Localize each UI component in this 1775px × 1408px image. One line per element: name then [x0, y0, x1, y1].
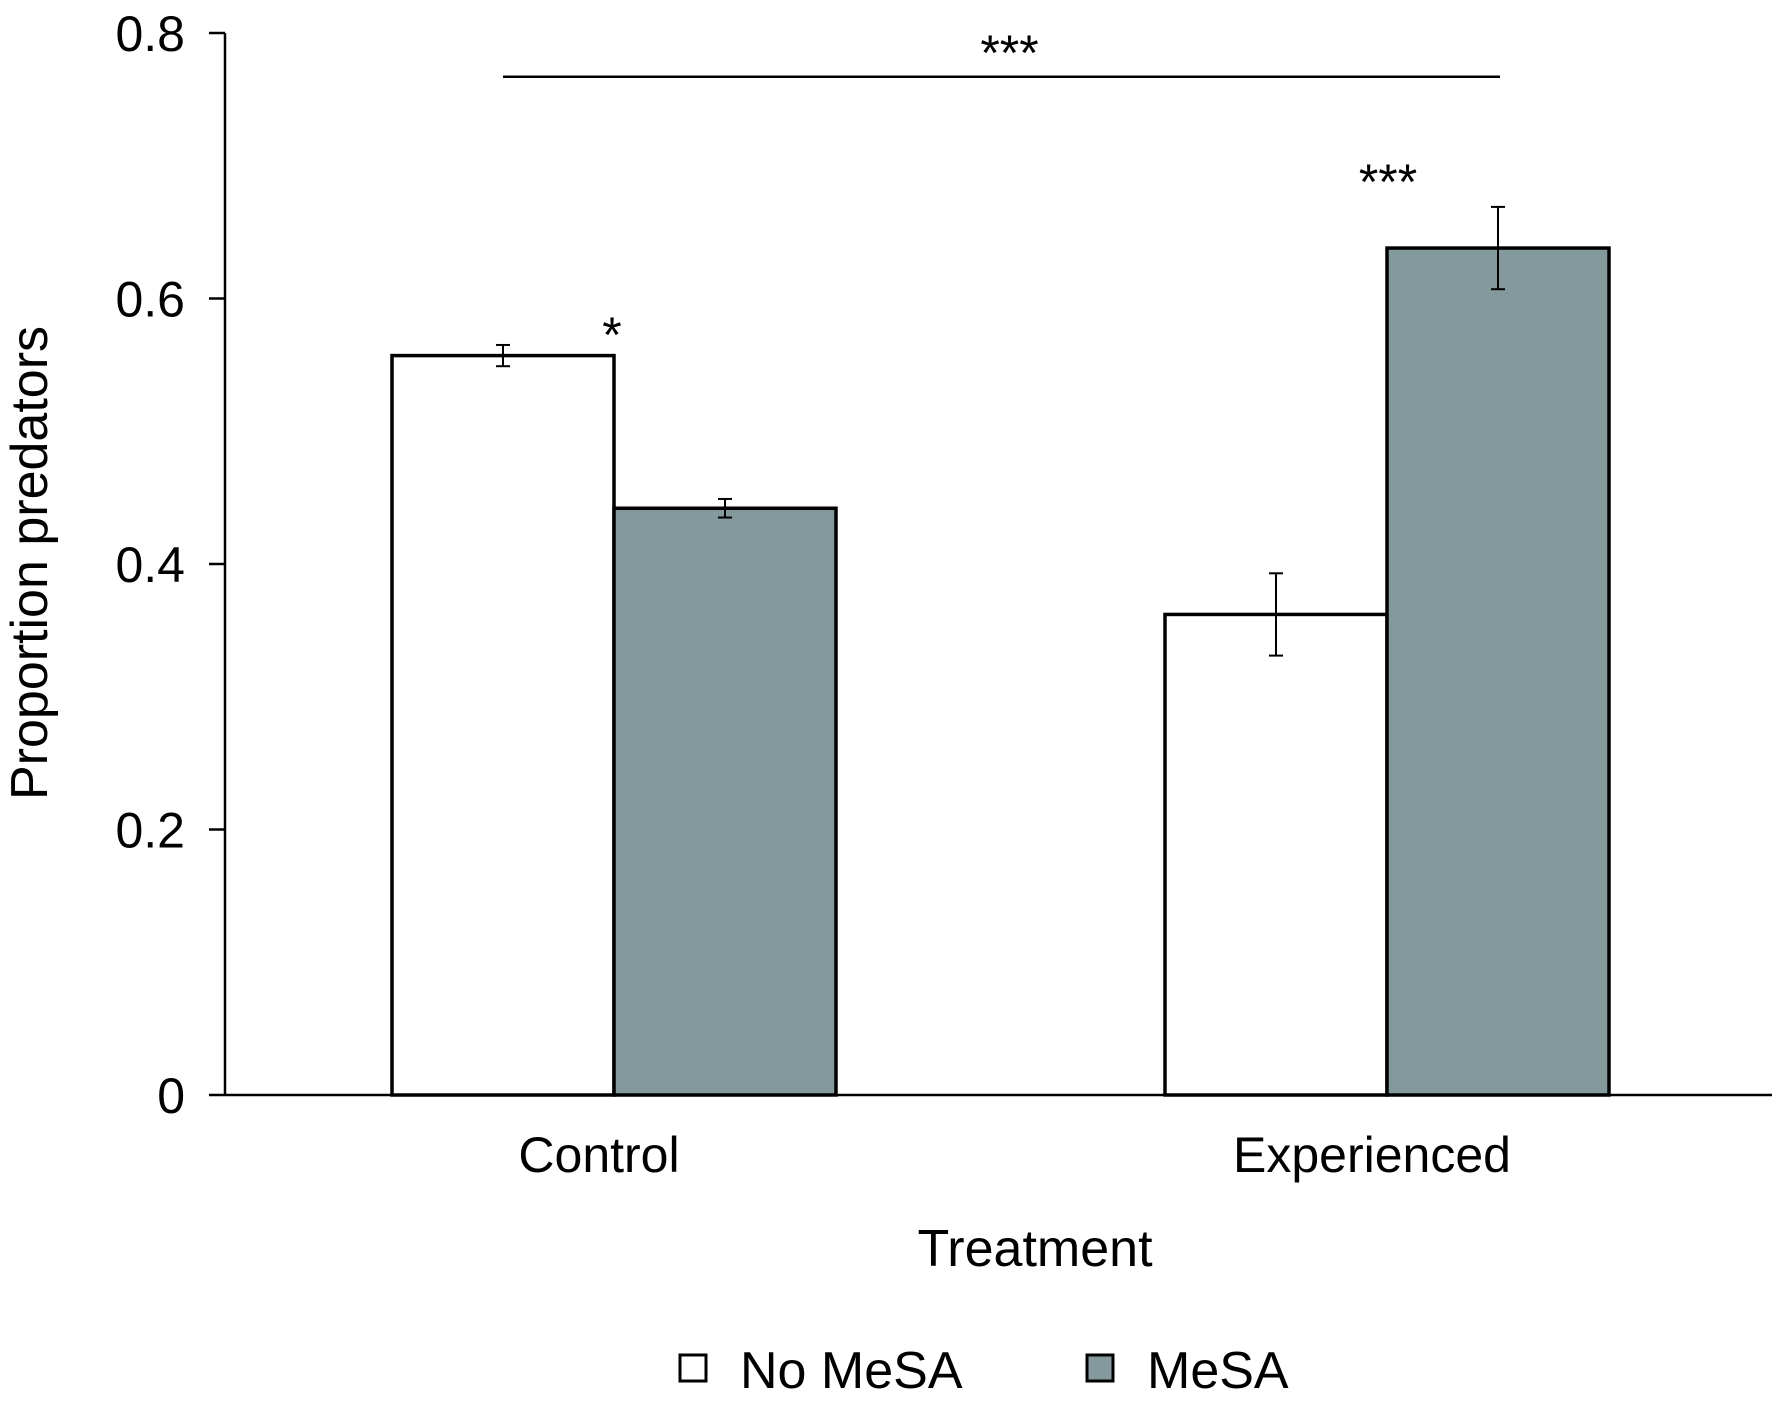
bar-mesa-experienced [1385, 246, 1611, 1097]
bar-no-mesa-experienced [1163, 612, 1389, 1097]
bar-mesa-control [612, 506, 838, 1097]
y-axis-ticks: 0 0.2 0.4 0.6 0.8 [115, 6, 225, 1124]
y-tick-label: 0 [157, 1068, 185, 1124]
legend-label-no-mesa: No MeSA [740, 1342, 963, 1400]
y-axis-title: Proportion predators [1, 326, 59, 800]
x-tick-label-experienced: Experienced [1233, 1127, 1511, 1183]
x-tick-label-control: Control [518, 1127, 679, 1183]
bars-group [390, 246, 1611, 1097]
bar-no-mesa-control [390, 353, 616, 1097]
significance-label: * [602, 307, 621, 363]
significance-label: *** [1359, 154, 1417, 210]
y-tick-label: 0.6 [115, 272, 185, 328]
significance-annotations: ******* [503, 25, 1500, 363]
x-axis-tick-labels: Control Experienced [518, 1127, 1511, 1183]
legend-label-mesa: MeSA [1147, 1342, 1289, 1400]
y-tick-label: 0.4 [115, 537, 185, 593]
y-tick-label: 0.2 [115, 803, 185, 859]
legend: No MeSA MeSA [678, 1342, 1289, 1400]
y-tick-label: 0.8 [115, 6, 185, 62]
comparison-bracket-label: *** [980, 25, 1038, 81]
legend-swatch-no-mesa [678, 1353, 708, 1383]
x-axis-title: Treatment [917, 1220, 1153, 1278]
error-bars-group [496, 205, 1505, 657]
legend-swatch-mesa [1085, 1353, 1115, 1383]
